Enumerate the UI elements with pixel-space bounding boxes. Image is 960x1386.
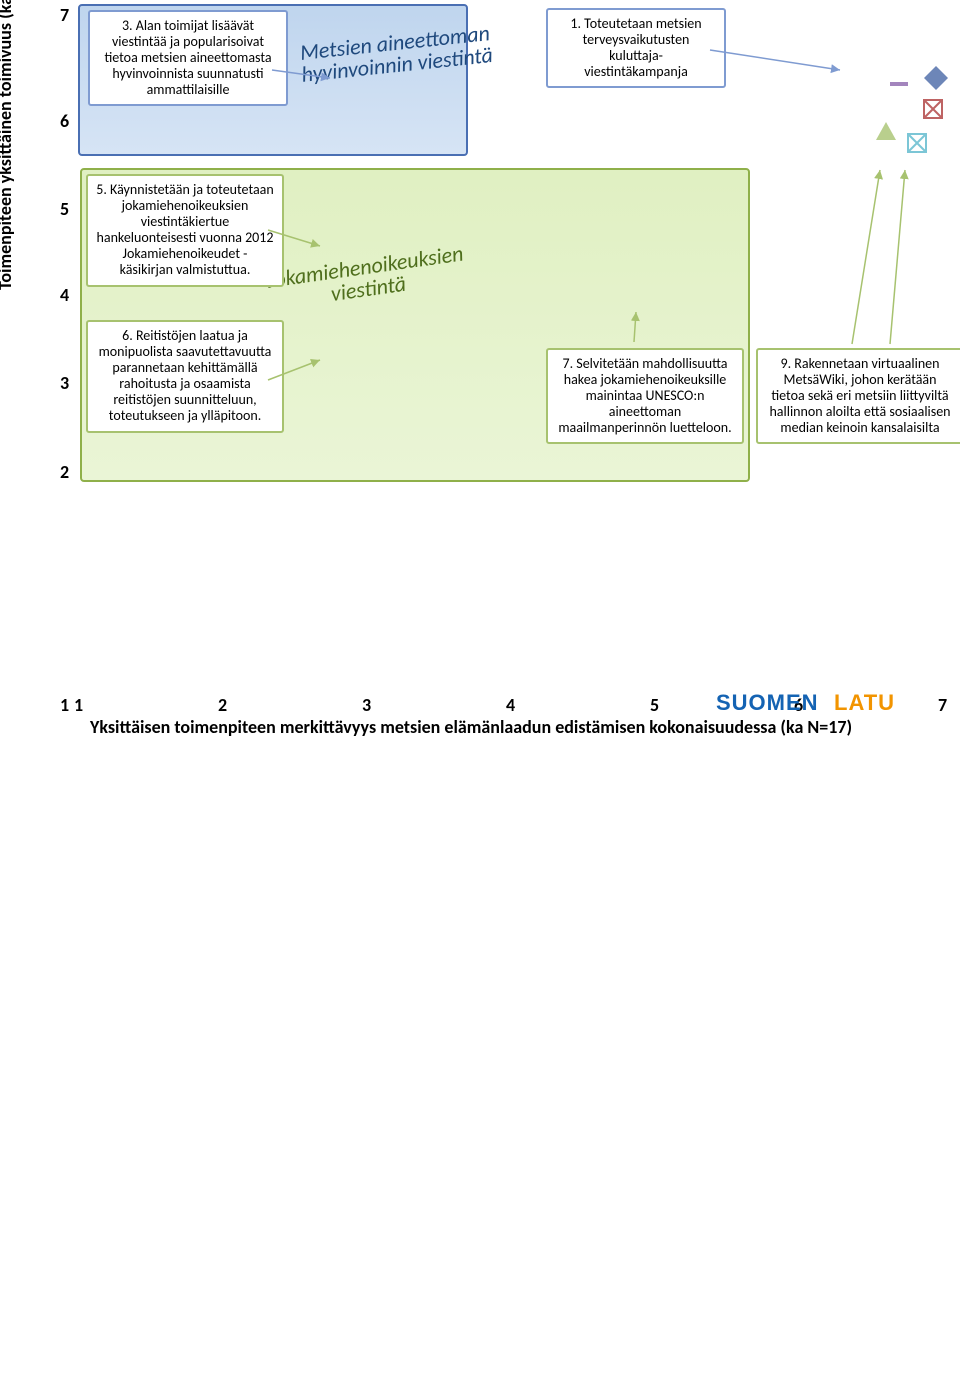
x-tick-1: 1 <box>74 694 83 716</box>
y-tick-6: 6 <box>60 110 69 132</box>
logo-word-2: LATU <box>834 690 895 716</box>
card-3: 3. Alan toimijat lisäävät viestintää ja … <box>88 10 288 106</box>
x-tick-3: 3 <box>362 694 371 716</box>
y-tick-5: 5 <box>60 198 69 220</box>
card-7: 7. Selvitetään mahdollisuutta hakea joka… <box>546 348 744 444</box>
card-9: 9. Rakennetaan virtuaalinen MetsäWiki, j… <box>756 348 960 444</box>
y-tick-7: 7 <box>60 4 69 26</box>
logo-word-1: SUOMEN <box>716 690 819 716</box>
diagram-stage: Toimenpiteen yksittäinen toimivuus (ka) … <box>0 0 960 758</box>
card-6: 6. Reitistöjen laatua ja monipuolista sa… <box>86 320 284 433</box>
card-5: 5. Käynnistetään ja toteutetaan jokamieh… <box>86 174 284 287</box>
x-tick-4: 4 <box>506 694 515 716</box>
card-1: 1. Toteutetaan metsien terveysvaikutuste… <box>546 8 726 88</box>
y-axis-title: Toimenpiteen yksittäinen toimivuus (ka) <box>0 0 16 290</box>
y-tick-4: 4 <box>60 284 69 306</box>
x-tick-2: 2 <box>218 694 227 716</box>
legend <box>836 56 956 172</box>
legend-icons <box>836 56 956 172</box>
y-tick-3: 3 <box>60 372 69 394</box>
y-tick-1: 1 <box>60 694 69 716</box>
y-tick-2: 2 <box>60 461 69 483</box>
